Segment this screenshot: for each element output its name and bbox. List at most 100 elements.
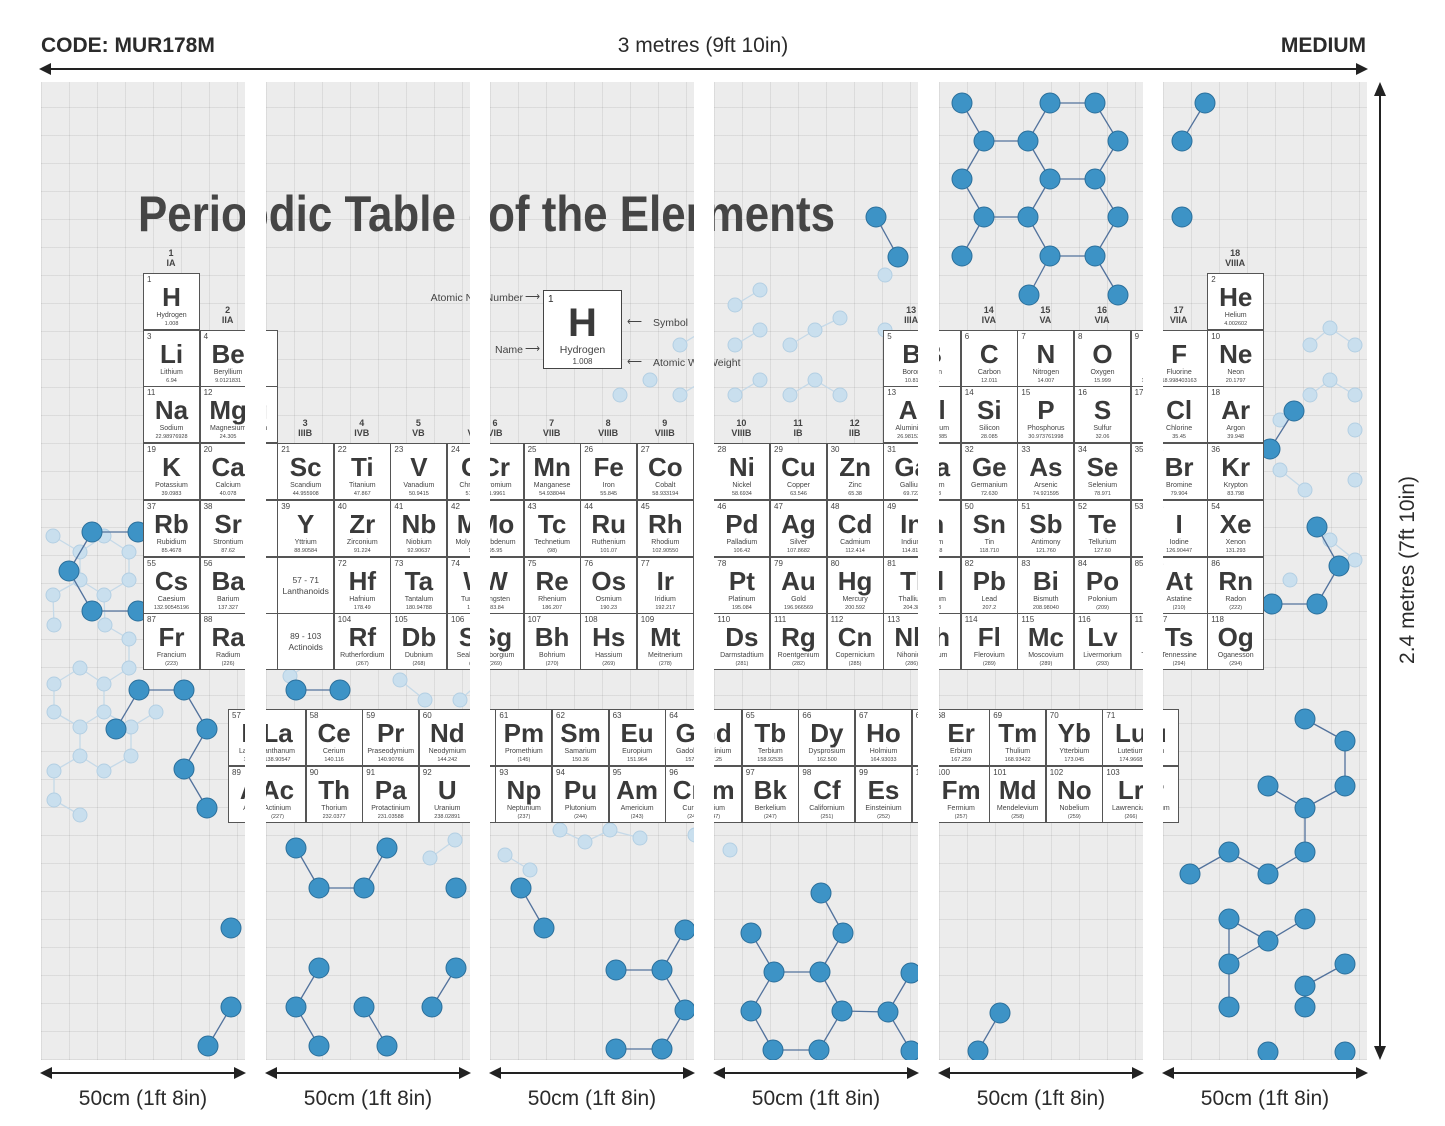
element-cell-cl: 17ClChlorine35.45 [1130,386,1143,444]
atomic-weight: (269) [602,661,616,668]
light-molecule-atom [552,822,568,838]
placeholder-range: 89 - 103 [290,631,322,642]
element-cell-tb: 65 Tb Terbium 158.92535 [741,709,799,766]
atomic-number: 21 [281,445,291,455]
element-symbol: B [902,338,918,369]
element-name: Moscovium [1028,652,1064,660]
element-name: Plutonium [564,804,597,812]
element-name: Vanadium [403,482,435,490]
atomic-number: 90 [309,767,319,777]
element-cell-ts: 117TsTennessine(294) [1130,613,1143,671]
element-name: Mendelevium [996,804,1039,812]
atomic-number: 24 [451,445,460,455]
molecule-decoration [722,206,918,1060]
element-name: Boron [902,368,918,376]
light-molecule-atom [497,847,513,863]
mural-panel-4: Periodic Table of the Elements 1 H Hydro… [714,82,918,1060]
legend-number: 1 [548,294,554,305]
light-molecule-atom [752,322,768,338]
element-name: Tin [984,538,995,546]
light-molecule-atom [72,807,88,823]
element-name: Meitnerium [647,652,683,660]
total-height-label: 2.4 metres (7ft 10in) [1396,476,1419,664]
light-molecule-atom [877,267,893,283]
group-roman: IIA [221,315,234,325]
element-name: Nobelium [1059,804,1090,812]
atomic-weight: 186.207 [542,604,563,611]
element-name: Promethium [505,748,543,755]
element-symbol: V [410,452,428,483]
element-symbol: Pm [503,718,545,748]
element-name: Strontium [213,538,244,546]
element-cell-pb: 82 Pb Lead 207.2 [960,556,1018,614]
atomic-weight: 127.60 [1094,547,1111,554]
element-cell-la: 57LaLanthanum138.90547 [266,709,306,766]
light-molecule-atom [632,830,648,846]
product-code: CODE: MUR178M [41,34,215,57]
atomic-weight: 95.95 [448,548,470,554]
legend-atomic-number-label: Atomic Number [430,292,470,304]
element-cell-cr: 24CrChromium51.9961 [447,443,470,501]
element-cell-n: 7 N Nitrogen 14.007 [1017,329,1075,387]
element-name: Silver [789,538,808,546]
atomic-weight: 74.921595 [1032,491,1059,498]
element-name: Polonium [1087,595,1118,603]
group-roman: IIIA [904,315,918,325]
atomic-weight: (227) [229,814,245,820]
element-symbol: Sr [266,509,277,539]
atomic-weight: 144.242 [490,757,495,763]
element-name: Manganese [533,482,571,490]
element-symbol: Hg [837,565,873,596]
group-roman: IVB [354,428,370,438]
element-name: Rubidium [156,538,187,546]
group-number: 9 [662,418,668,428]
light-molecule-atom [672,337,688,353]
atomic-weight: 167.259 [913,757,918,763]
element-name: Hassium [595,652,623,660]
atomic-weight: 12.011 [981,377,998,384]
element-symbol: W [490,565,508,596]
element-name: Beryllium [266,369,277,376]
element-symbol: La [229,718,245,748]
element-symbol: P [1037,395,1055,426]
element-name: Praseodymium [367,748,415,755]
molecule-atom [308,877,330,899]
atomic-weight: 231.03588 [377,813,404,820]
legend-name: Hydrogen [559,344,606,356]
group-roman: VB [412,428,425,438]
atomic-weight: 138.90547 [229,757,246,763]
element-cell-bk: 97 Bk Berkelium (247) [741,765,799,823]
atomic-number: 107 [527,615,541,625]
element-symbol: Po [1085,565,1120,596]
element-symbol: Ca [211,452,245,483]
element-name: Magnesium [210,425,245,433]
element-symbol: Ce [317,718,351,748]
element-cell-se: 34 Se Selenium 78.971 [1074,443,1131,501]
element-cell-cm: 96CmCurium(247) [714,765,743,823]
element-name: Copernicium [835,652,875,660]
element-name: Hydrogen [156,312,187,319]
group-roman: VIB [447,428,470,438]
atomic-weight: 190.23 [600,604,618,611]
element-cell-zn: 30 Zn Zinc 65.38 [826,443,884,501]
element-symbol: Mo [456,508,470,539]
element-symbol: Cn [837,622,873,653]
atomic-weight: 137.327 [266,605,277,611]
molecule-atom [308,1035,330,1057]
element-name: Nitrogen [1032,368,1060,376]
element-name: Barium [217,595,240,603]
light-molecule-atom [46,676,62,692]
element-cell-w: 74WTungsten183.84 [447,556,470,614]
element-name: Zirconium [346,538,378,546]
atomic-number: 73 [394,558,404,568]
element-cell-li: 3 Li Lithium 6.94 [143,329,200,387]
element-symbol: Tc [537,508,567,539]
group-roman: VIIA [1131,315,1143,325]
group-number: 15 [1040,305,1051,315]
element-name: Protactinium [371,804,411,812]
element-cell-sn: 50 Sn Tin 118.710 [960,499,1018,557]
